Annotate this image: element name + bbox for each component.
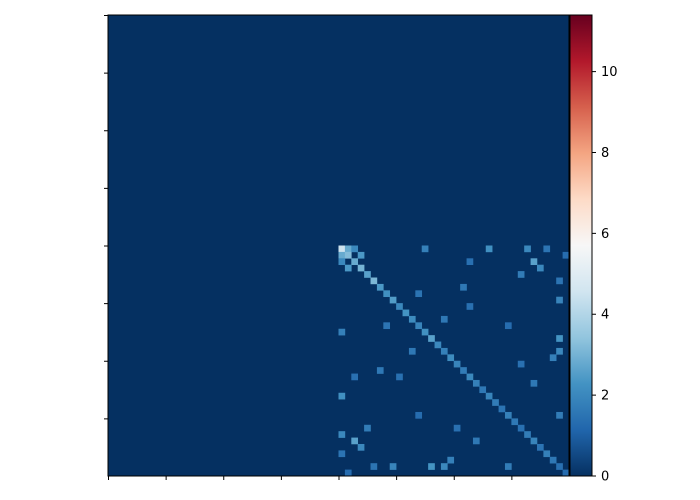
heatmap-cell: [453, 360, 461, 368]
heatmap-cell: [338, 258, 346, 266]
heatmap-cell: [434, 341, 442, 349]
heatmap-cell: [466, 258, 474, 266]
heatmap-cell: [549, 354, 557, 362]
heatmap-cell: [536, 443, 544, 451]
heatmap-cell: [556, 463, 563, 470]
heatmap-cell: [415, 411, 423, 419]
heatmap-cell: [504, 411, 512, 419]
heatmap-cell: [511, 418, 519, 426]
heatmap-cells: [108, 15, 570, 477]
heatmap-cell: [460, 367, 467, 374]
heatmap-cell: [440, 315, 448, 323]
heatmap-cell: [396, 373, 403, 381]
colorbar-tick-label: 8: [601, 146, 609, 161]
heatmap-cell: [524, 245, 531, 253]
colorbar-tick-label: 4: [601, 308, 609, 323]
heatmap-cell: [492, 399, 499, 406]
heatmap-cell: [376, 283, 384, 291]
heatmap-cell: [530, 258, 538, 266]
heatmap-cell: [402, 309, 410, 317]
heatmap-cell: [357, 443, 365, 451]
heatmap-cell: [338, 328, 346, 336]
heatmap-cell: [357, 251, 365, 259]
heatmap-cell: [357, 264, 365, 272]
heatmap-cell: [536, 264, 544, 272]
heatmap-cell: [479, 386, 487, 394]
heatmap-cell: [440, 463, 448, 470]
heatmap-cell: [338, 245, 346, 253]
colorbar-tick-label: 6: [601, 227, 609, 242]
colorbar-tick-label: 10: [601, 65, 618, 80]
heatmap-cell: [472, 379, 480, 387]
heatmap-cell: [517, 271, 525, 278]
heatmap-cell: [428, 463, 435, 470]
heatmap-cell: [460, 283, 467, 291]
heatmap-cell: [556, 335, 563, 342]
colorbar-ticks: 0 2 4 6 8 10: [592, 65, 618, 485]
heatmap-cell: [485, 392, 493, 400]
heatmap-cell: [453, 424, 461, 432]
heatmap-cell: [415, 290, 423, 298]
heatmap-cell: [351, 245, 359, 253]
colorbar-tick-label: 2: [601, 389, 609, 404]
heatmap-cell: [517, 424, 525, 432]
heatmap-cell: [338, 392, 346, 400]
heatmap-cell: [562, 469, 570, 477]
heatmap-cell: [421, 245, 429, 253]
heatmap-cell: [351, 373, 359, 381]
heatmap-cell: [556, 411, 563, 419]
heatmap-cell: [504, 322, 512, 330]
heatmap-cell: [338, 251, 346, 259]
heatmap-cell: [556, 277, 563, 285]
heatmap-cell: [408, 315, 416, 323]
heatmap-cell: [344, 469, 352, 477]
heatmap-cell: [383, 290, 391, 298]
heatmap-cell: [344, 251, 352, 259]
heatmap-cell: [396, 303, 403, 310]
heatmap-cell: [364, 424, 371, 432]
heatmap-cell: [351, 437, 359, 445]
heatmap-cell: [344, 245, 352, 253]
heatmap-cell: [370, 277, 378, 285]
heatmap-cell: [338, 431, 346, 438]
heatmap-cell: [562, 251, 570, 259]
heatmap-cell: [504, 463, 512, 470]
heatmap-cell: [428, 335, 435, 342]
heatmap-cell: [530, 437, 538, 445]
heatmap-cell: [472, 437, 480, 445]
heatmap-cell: [556, 347, 563, 355]
colorbar: [569, 14, 593, 477]
heatmap-cell: [408, 347, 416, 355]
x-axis-ticks: [108, 476, 513, 480]
heatmap-cell: [376, 367, 384, 374]
heatmap-cell: [383, 322, 391, 330]
heatmap-cell: [415, 322, 423, 330]
heatmap-cell: [466, 373, 474, 381]
heatmap-cell: [556, 296, 563, 304]
heatmap-cell: [447, 354, 455, 362]
heatmap-cell: [344, 264, 352, 272]
heatmap-cell: [543, 245, 551, 253]
heatmap-cell: [389, 296, 397, 304]
heatmap-cell: [466, 303, 474, 310]
heatmap-cell: [389, 463, 397, 470]
heatmap-cell: [485, 245, 493, 253]
heatmap-cell: [364, 271, 371, 278]
y-axis-ticks: [104, 15, 108, 420]
heatmap-cell: [370, 463, 378, 470]
heatmap-cell: [498, 405, 506, 413]
heatmap-cell: [543, 450, 551, 458]
heatmap-cell: [549, 456, 557, 464]
heatmap-cell: [338, 450, 346, 458]
heatmap-cell: [517, 360, 525, 368]
heatmap-cell: [351, 258, 359, 266]
heatmap-cell: [524, 431, 531, 438]
heatmap-cell: [421, 328, 429, 336]
heatmap-cell: [447, 456, 455, 464]
heatmap-cell: [530, 379, 538, 387]
colorbar-tick-label: 0: [601, 470, 609, 485]
heatmap-cell: [440, 347, 448, 355]
